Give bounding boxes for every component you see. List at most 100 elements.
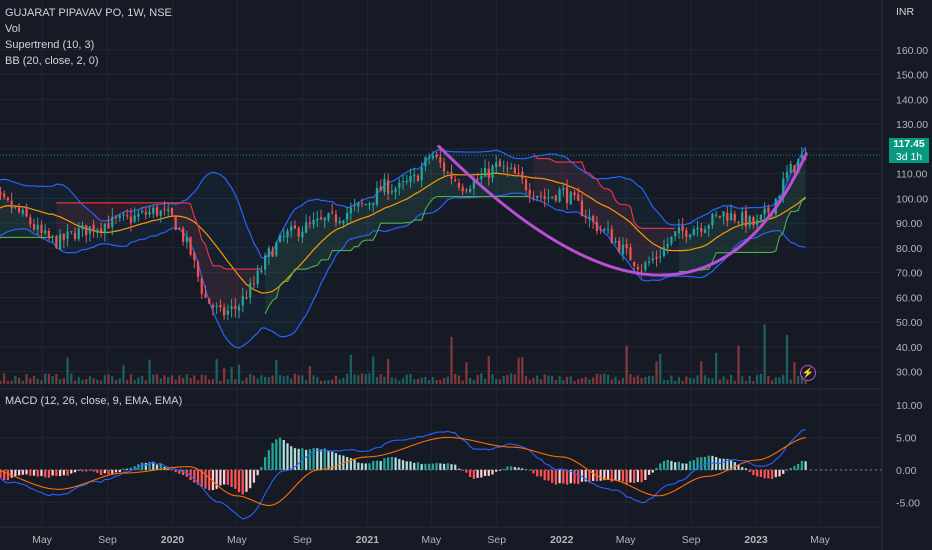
macd-histogram-bar: [308, 449, 311, 470]
macd-histogram-bar: [409, 461, 412, 470]
candle-body: [32, 224, 36, 230]
macd-histogram-bar: [655, 467, 658, 470]
candle-body: [85, 224, 88, 236]
candle-body: [372, 202, 375, 205]
candle-body: [610, 229, 613, 244]
volume-bar: [756, 375, 759, 384]
volume-bar: [469, 377, 472, 384]
volume-bar: [249, 373, 252, 384]
volume-bar: [196, 380, 200, 384]
volume-bar: [6, 380, 10, 384]
candle-body: [25, 208, 28, 217]
candle-body: [733, 214, 736, 221]
macd-histogram-bar: [756, 469, 759, 477]
candle-body: [439, 156, 442, 163]
macd-histogram-bar: [379, 461, 382, 470]
volume-bar: [21, 380, 24, 384]
volume-bar: [666, 380, 669, 384]
candle-body: [223, 307, 226, 316]
candle-body: [331, 211, 334, 213]
volume-bar: [40, 380, 43, 384]
volume-bars: [0, 324, 807, 384]
volume-bar: [785, 334, 789, 384]
candle-body: [316, 218, 319, 221]
time-tick-label: Sep: [682, 534, 701, 546]
candle-body: [461, 186, 464, 192]
candle-body: [457, 182, 461, 188]
macd-histogram-bar: [155, 464, 159, 470]
price-tick-label: 70.00: [896, 268, 922, 280]
candle-body: [394, 188, 397, 192]
volume-bar: [595, 373, 598, 384]
volume-bar: [44, 373, 47, 384]
macd-histogram-bar: [234, 469, 237, 489]
macd-histogram-bar: [647, 469, 651, 475]
volume-bar: [189, 378, 192, 384]
candle-body: [469, 188, 472, 192]
macd-histogram-bar: [282, 439, 285, 470]
volume-bar: [401, 378, 405, 384]
candle-body: [793, 165, 796, 173]
volume-bar: [178, 375, 181, 384]
time-tick-label: 2023: [744, 534, 768, 546]
volume-bar: [528, 379, 531, 384]
macd-histogram-bar: [70, 469, 73, 474]
volume-bar: [718, 379, 722, 384]
cup-curve-path: [437, 144, 808, 277]
macd-histogram-bar: [472, 469, 475, 479]
candle-body: [387, 179, 390, 194]
candle-body: [6, 197, 10, 200]
volume-bar: [167, 376, 170, 384]
candle-body: [181, 228, 185, 242]
volume-bar: [264, 376, 267, 384]
macd-histogram-bar: [126, 468, 129, 470]
macd-histogram-bar: [211, 469, 215, 491]
symbol-title[interactable]: GUJARAT PIPAVAV PO, 1W, NSE: [5, 7, 172, 19]
macd-histogram-bar: [51, 469, 54, 476]
macd-histogram-bar: [405, 461, 408, 470]
candle-body: [480, 175, 483, 179]
volume-legend[interactable]: Vol: [5, 23, 21, 35]
candle-body: [92, 224, 95, 232]
lightning-bolt-icon[interactable]: ⚡: [800, 365, 816, 381]
macd-histogram-bar: [140, 462, 144, 470]
macd-tick-label: 5.00: [896, 432, 917, 444]
volume-bar: [323, 380, 326, 384]
supertrend-legend[interactable]: Supertrend (10, 3): [5, 39, 95, 51]
volume-bar: [804, 380, 807, 384]
volume-bar: [700, 361, 703, 384]
candle-body: [282, 235, 285, 237]
candle-body: [401, 181, 405, 183]
candle-body: [211, 305, 215, 308]
candle-body: [420, 167, 423, 181]
macd-legend[interactable]: MACD (12, 26, close, 9, EMA, EMA): [5, 395, 183, 407]
macd-histogram-bar: [569, 469, 572, 484]
macd-histogram-bar: [424, 463, 427, 470]
volume-bar: [513, 374, 516, 384]
volume-bar: [797, 376, 800, 384]
candle-body: [323, 217, 326, 221]
supertrend-segment: [264, 195, 530, 315]
candle-body: [472, 179, 475, 189]
volume-bar: [759, 373, 763, 384]
candle-body: [62, 234, 65, 241]
volume-bar: [3, 373, 6, 384]
macd-histogram-bar: [14, 469, 17, 477]
volume-bar: [349, 354, 352, 384]
volume-bar: [577, 378, 580, 384]
candle-body: [603, 229, 606, 231]
candle-body: [506, 167, 509, 169]
macd-histogram-bar: [510, 466, 513, 470]
volume-bar: [51, 376, 54, 384]
candle-body: [260, 270, 263, 273]
macd-histogram-bar: [532, 469, 535, 474]
volume-bar: [364, 374, 367, 384]
macd-histogram-bar: [148, 461, 151, 470]
candle-body: [178, 228, 181, 230]
macd-histogram-bar: [346, 457, 349, 470]
candle-body: [498, 160, 502, 167]
candle-body: [707, 225, 710, 229]
candle-body: [245, 297, 248, 299]
bollinger-legend[interactable]: BB (20, close, 2, 0): [5, 55, 99, 67]
